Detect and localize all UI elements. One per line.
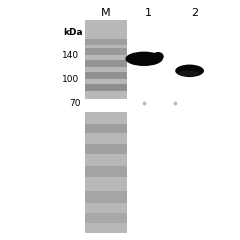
Ellipse shape	[153, 52, 164, 61]
Text: M: M	[101, 8, 110, 18]
FancyBboxPatch shape	[85, 191, 127, 203]
Text: 140: 140	[62, 51, 79, 60]
FancyBboxPatch shape	[85, 60, 127, 67]
Text: kDa: kDa	[63, 28, 83, 37]
Text: 2: 2	[191, 8, 198, 18]
Ellipse shape	[125, 52, 163, 66]
FancyBboxPatch shape	[85, 99, 127, 112]
Ellipse shape	[175, 65, 204, 77]
Text: 70: 70	[70, 99, 81, 108]
FancyBboxPatch shape	[85, 213, 127, 223]
FancyBboxPatch shape	[85, 20, 127, 233]
Text: 100: 100	[62, 75, 79, 84]
FancyBboxPatch shape	[85, 39, 127, 45]
FancyBboxPatch shape	[85, 124, 127, 133]
FancyBboxPatch shape	[85, 166, 127, 177]
FancyBboxPatch shape	[85, 144, 127, 154]
FancyBboxPatch shape	[85, 84, 127, 91]
Text: 1: 1	[145, 8, 152, 18]
FancyBboxPatch shape	[85, 72, 127, 79]
Ellipse shape	[177, 71, 199, 76]
FancyBboxPatch shape	[85, 48, 127, 55]
